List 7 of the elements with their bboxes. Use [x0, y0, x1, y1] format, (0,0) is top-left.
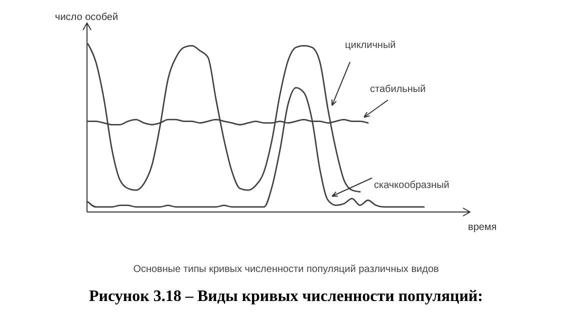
text: Рисунок 3.18 – Виды кривых численности популяций:	[89, 288, 483, 305]
x-axis-title: время	[468, 222, 497, 233]
text: цикличный	[345, 40, 396, 51]
text: Основные типы кривых численности популяций различных видов	[133, 264, 439, 275]
legend-label: скачкообразный	[374, 180, 450, 191]
y-axis-title: число особей	[55, 12, 118, 23]
text: стабильный	[370, 84, 426, 95]
